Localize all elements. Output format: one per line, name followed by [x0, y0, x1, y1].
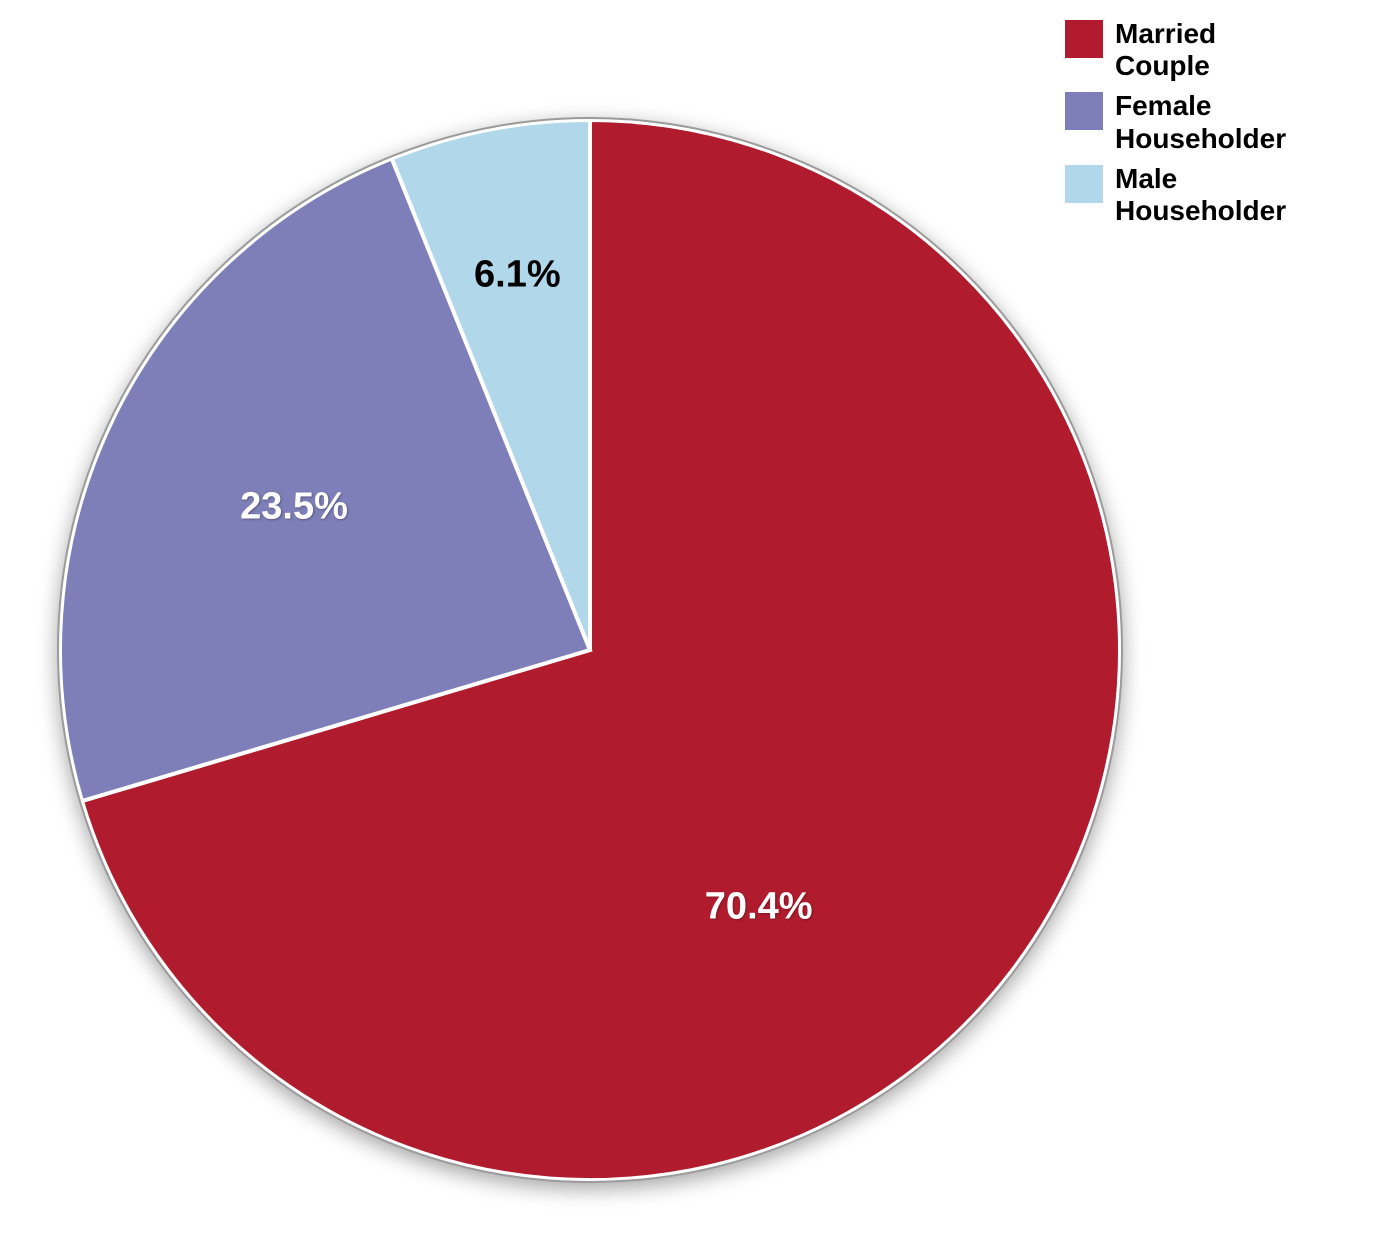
legend-label: MarriedCouple [1115, 18, 1216, 82]
legend-swatch [1065, 92, 1103, 130]
legend-label-line: Married [1115, 18, 1216, 50]
legend: MarriedCoupleFemaleHouseholderMaleHouseh… [1065, 18, 1375, 235]
pie-slice-label: 23.5% [240, 486, 348, 529]
legend-label-line: Female [1115, 90, 1286, 122]
pie-chart: 70.4% 23.5% 6.1% [40, 100, 1140, 1200]
pie-slice-label: 6.1% [474, 254, 561, 297]
legend-label: MaleHouseholder [1115, 163, 1286, 227]
legend-label-line: Householder [1115, 123, 1286, 155]
legend-label-line: Male [1115, 163, 1286, 195]
legend-label: FemaleHouseholder [1115, 90, 1286, 154]
legend-label-line: Couple [1115, 50, 1216, 82]
pie-slice-label: 70.4% [705, 885, 813, 928]
legend-swatch [1065, 20, 1103, 58]
legend-label-line: Householder [1115, 195, 1286, 227]
pie-slices [60, 120, 1120, 1180]
legend-item: FemaleHouseholder [1065, 90, 1375, 154]
legend-swatch [1065, 165, 1103, 203]
pie-svg [40, 100, 1140, 1200]
legend-item: MaleHouseholder [1065, 163, 1375, 227]
legend-item: MarriedCouple [1065, 18, 1375, 82]
